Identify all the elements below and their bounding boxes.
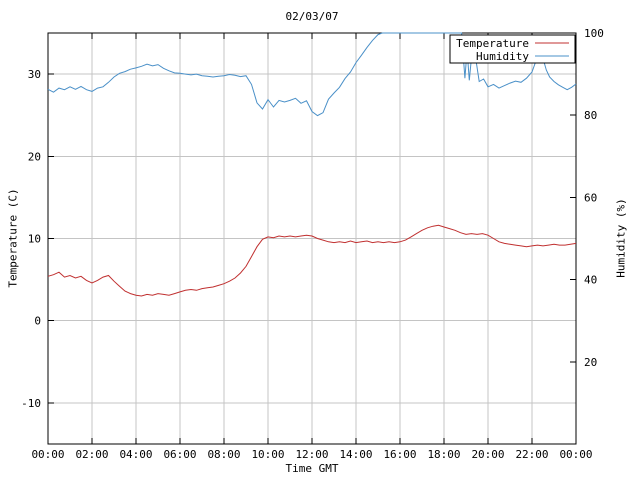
y-right-tick-label: 80 [584, 109, 597, 122]
y-right-tick-label: 100 [584, 27, 604, 40]
legend-label-humidity: Humidity [476, 50, 529, 63]
chart-title: 02/03/07 [285, 10, 339, 23]
x-tick-label: 16:00 [383, 448, 416, 461]
x-tick-label: 10:00 [251, 448, 284, 461]
x-tick-label: 22:00 [515, 448, 548, 461]
y-right-tick-label: 20 [584, 356, 597, 369]
y-left-tick-label: 30 [28, 68, 41, 81]
x-tick-label: 20:00 [471, 448, 504, 461]
x-tick-label: 02:00 [75, 448, 108, 461]
y-right-tick-label: 40 [584, 274, 597, 287]
y-left-tick-label: 20 [28, 150, 41, 163]
series-line-humidity [47, 32, 577, 117]
y-left-tick-label: 0 [34, 315, 41, 328]
x-tick-label: 00:00 [559, 448, 592, 461]
series-line-temperature [47, 224, 577, 297]
legend-box [449, 34, 576, 64]
x-tick-label: 18:00 [427, 448, 460, 461]
y-left-tick-label: -10 [21, 397, 41, 410]
x-tick-label: 14:00 [339, 448, 372, 461]
x-tick-label: 12:00 [295, 448, 328, 461]
y-left-tick-label: 10 [28, 233, 41, 246]
legend-label-temperature: Temperature [456, 37, 529, 50]
x-tick-label: 04:00 [119, 448, 152, 461]
y-right-tick-label: 60 [584, 191, 597, 204]
x-tick-label: 06:00 [163, 448, 196, 461]
x-tick-label: 08:00 [207, 448, 240, 461]
x-axis-label: Time GMT [285, 462, 339, 475]
x-tick-label: 00:00 [31, 448, 64, 461]
